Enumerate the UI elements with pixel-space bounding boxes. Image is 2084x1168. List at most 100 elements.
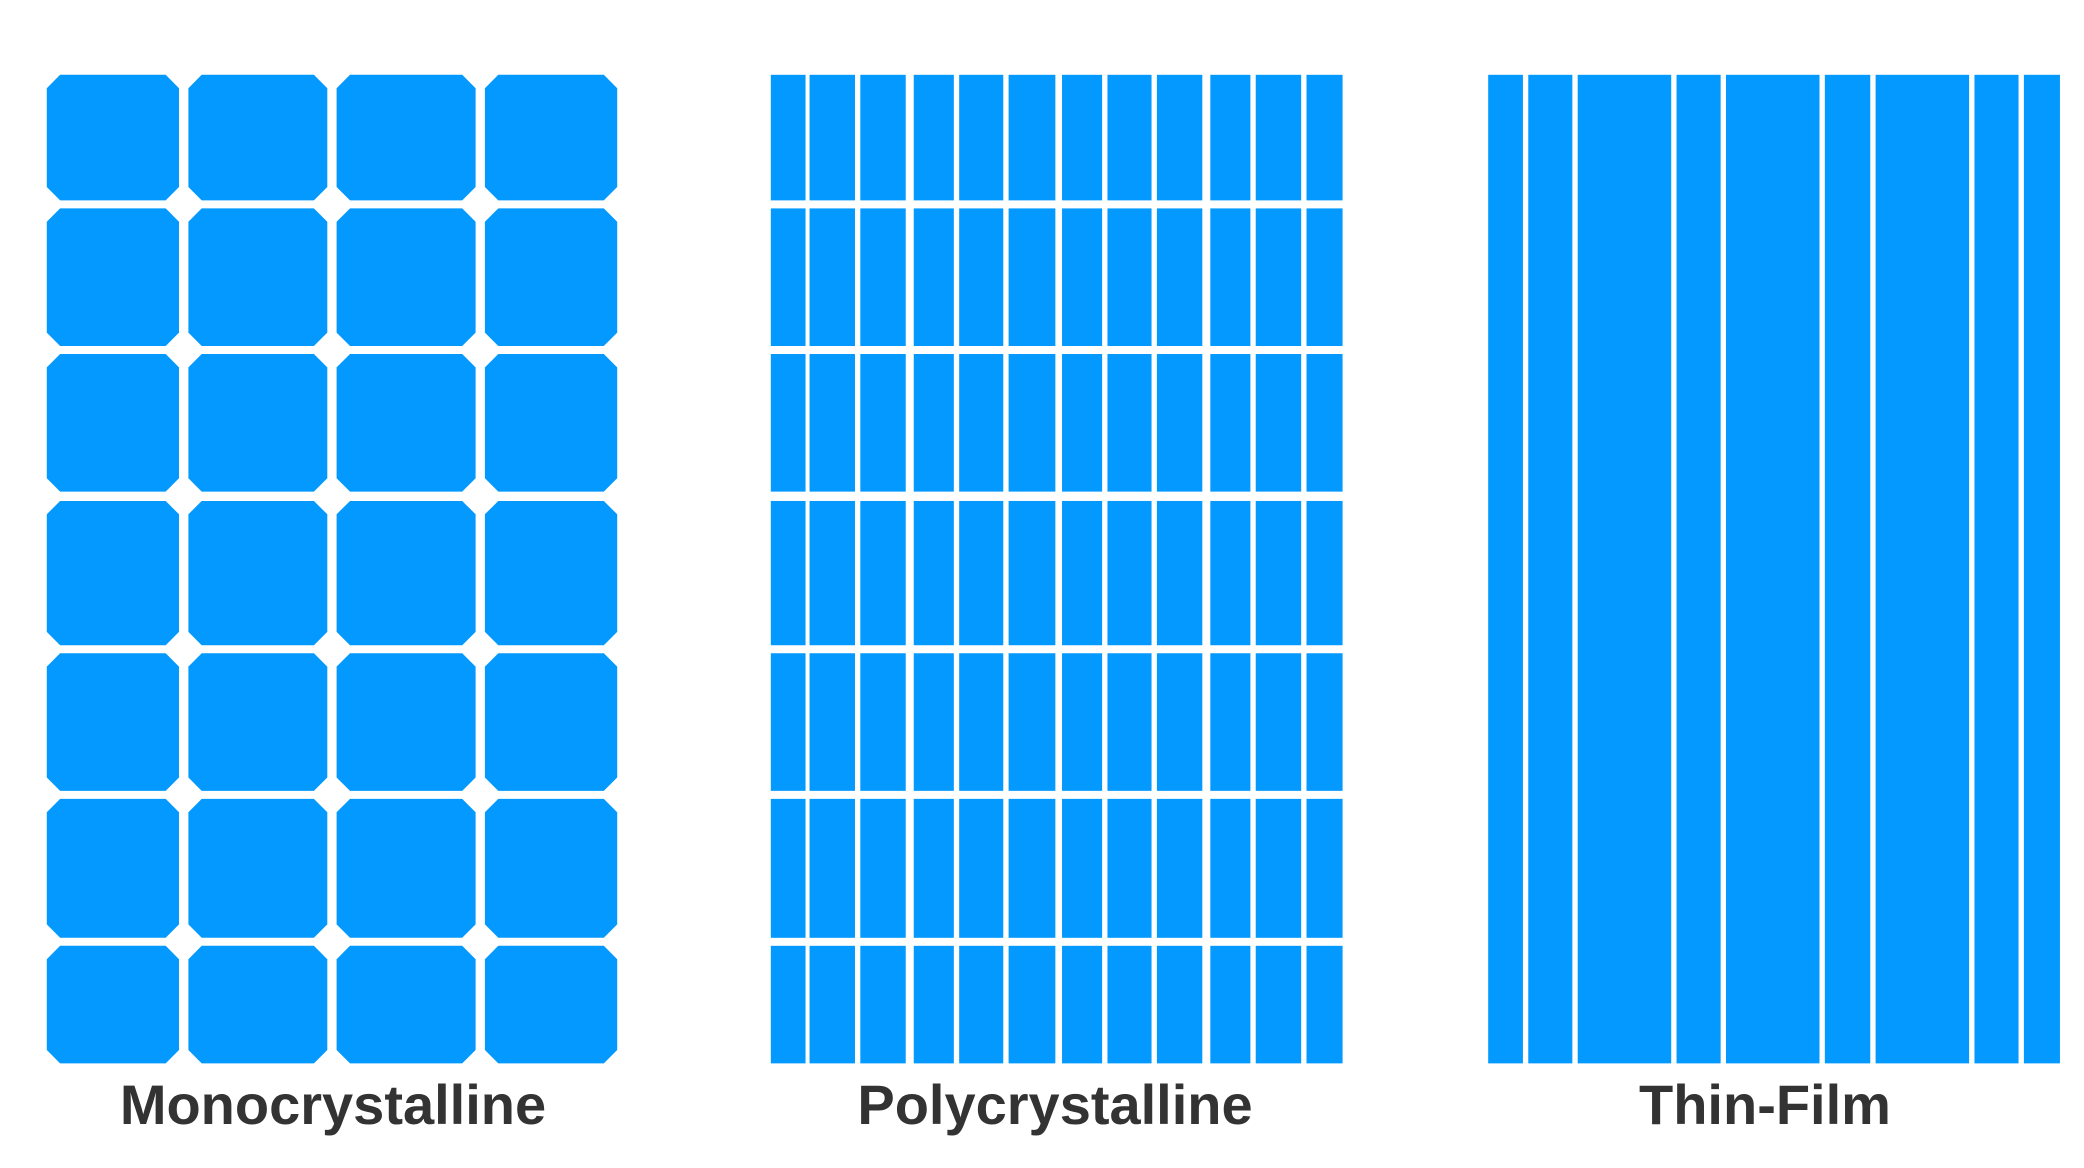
- poly-cell: [1008, 208, 1056, 346]
- poly-cell: [959, 354, 1004, 492]
- poly-cell: [1107, 500, 1152, 646]
- poly-cell: [1062, 208, 1103, 346]
- poly-cell: [860, 945, 906, 1064]
- thin-film-strip: [1725, 74, 1820, 1064]
- poly-cell: [1062, 945, 1103, 1064]
- poly-cell: [1062, 653, 1103, 791]
- poly-cell: [860, 74, 906, 201]
- mono-cell: [46, 208, 179, 346]
- poly-cell: [770, 653, 806, 791]
- poly-cell: [913, 74, 954, 201]
- poly-cell: [1306, 945, 1343, 1064]
- mono-cell: [484, 354, 618, 492]
- poly-cell: [913, 798, 954, 938]
- poly-cell: [1107, 74, 1152, 201]
- poly-cell: [770, 354, 806, 492]
- thin-film-strip: [1875, 74, 1970, 1064]
- poly-cell: [1062, 354, 1103, 492]
- poly-cell: [860, 208, 906, 346]
- poly-cell: [959, 74, 1004, 201]
- poly-cell: [809, 945, 855, 1064]
- poly-cell: [1008, 74, 1056, 201]
- poly-cell: [860, 354, 906, 492]
- poly-cell: [809, 74, 855, 201]
- poly-cell: [1210, 653, 1251, 791]
- poly-cell: [1255, 208, 1302, 346]
- mono-cell: [484, 945, 618, 1064]
- poly-cell: [1210, 798, 1251, 938]
- panel-label: Thin-Film: [1639, 1073, 1891, 1136]
- poly-cell: [809, 653, 855, 791]
- poly-cell: [860, 500, 906, 646]
- poly-cell: [1008, 653, 1056, 791]
- poly-cell: [809, 208, 855, 346]
- mono-cell: [336, 208, 476, 346]
- mono-cell: [336, 74, 476, 201]
- panel-label: Polycrystalline: [857, 1073, 1252, 1136]
- mono-cell: [188, 798, 328, 938]
- mono-cell: [188, 501, 328, 646]
- mono-cell: [46, 798, 179, 938]
- poly-cell: [959, 500, 1004, 646]
- mono-cell: [336, 354, 476, 492]
- poly-cell: [770, 798, 806, 938]
- poly-cell: [1255, 354, 1302, 492]
- poly-cell: [1107, 354, 1152, 492]
- mono-cell: [46, 74, 179, 201]
- poly-cell: [1107, 798, 1152, 938]
- poly-cell: [1156, 354, 1203, 492]
- mono-cell: [336, 501, 476, 646]
- thin-film-strip: [2023, 74, 2060, 1064]
- poly-cell: [1156, 798, 1203, 938]
- poly-cell: [1255, 798, 1302, 938]
- poly-cell: [1062, 74, 1103, 201]
- poly-cell: [1062, 798, 1103, 938]
- poly-cell: [1062, 500, 1103, 646]
- poly-cell: [1210, 74, 1251, 201]
- panel-label: Monocrystalline: [120, 1073, 546, 1136]
- poly-cell: [1306, 500, 1343, 646]
- poly-cell: [1156, 653, 1203, 791]
- poly-cell: [1306, 798, 1343, 938]
- poly-cell: [913, 945, 954, 1064]
- poly-cell: [1255, 653, 1302, 791]
- poly-cell: [1306, 74, 1343, 201]
- poly-cell: [860, 653, 906, 791]
- poly-cell: [770, 945, 806, 1064]
- poly-cell: [1107, 208, 1152, 346]
- mono-cell: [46, 653, 179, 791]
- mono-cell: [336, 798, 476, 938]
- poly-cell: [1255, 945, 1302, 1064]
- thin-film-strip: [1824, 74, 1871, 1064]
- poly-cell: [959, 653, 1004, 791]
- poly-cell: [913, 500, 954, 646]
- mono-cell: [188, 653, 328, 791]
- poly-cell: [1008, 500, 1056, 646]
- poly-cell: [1156, 74, 1203, 201]
- mono-cell: [484, 74, 618, 201]
- mono-cell: [46, 945, 179, 1064]
- poly-cell: [1210, 945, 1251, 1064]
- mono-cell: [188, 945, 328, 1064]
- poly-cell: [913, 653, 954, 791]
- thin-film-strip: [1577, 74, 1672, 1064]
- poly-cell: [1306, 208, 1343, 346]
- thin-film-panel: [1488, 74, 2060, 1064]
- poly-cell: [1210, 208, 1251, 346]
- mono-cell: [46, 354, 179, 492]
- mono-cell: [484, 653, 618, 791]
- poly-cell: [1156, 500, 1203, 646]
- mono-cell: [484, 208, 618, 346]
- poly-cell: [1156, 945, 1203, 1064]
- poly-cell: [860, 798, 906, 938]
- poly-cell: [959, 208, 1004, 346]
- poly-cell: [1255, 74, 1302, 201]
- mono-cell: [188, 74, 328, 201]
- mono-cell: [46, 501, 179, 646]
- mono-cell: [188, 354, 328, 492]
- poly-cell: [1210, 354, 1251, 492]
- poly-cell: [1306, 653, 1343, 791]
- poly-cell: [1008, 945, 1056, 1064]
